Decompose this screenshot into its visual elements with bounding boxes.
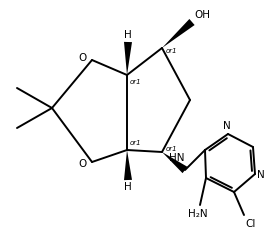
Text: or1: or1: [166, 48, 178, 54]
Text: HN: HN: [169, 153, 185, 163]
Text: or1: or1: [166, 146, 178, 152]
Text: or1: or1: [130, 140, 142, 146]
Text: O: O: [79, 159, 87, 169]
Text: Cl: Cl: [245, 219, 255, 229]
Polygon shape: [162, 152, 187, 173]
Polygon shape: [162, 19, 195, 48]
Text: or1: or1: [130, 79, 142, 85]
Text: O: O: [79, 53, 87, 63]
Text: OH: OH: [194, 10, 210, 20]
Polygon shape: [124, 150, 132, 180]
Polygon shape: [124, 42, 132, 75]
Text: H₂N: H₂N: [188, 209, 208, 219]
Text: H: H: [124, 182, 132, 192]
Text: H: H: [124, 30, 132, 40]
Text: N: N: [257, 170, 265, 180]
Text: N: N: [223, 121, 231, 131]
